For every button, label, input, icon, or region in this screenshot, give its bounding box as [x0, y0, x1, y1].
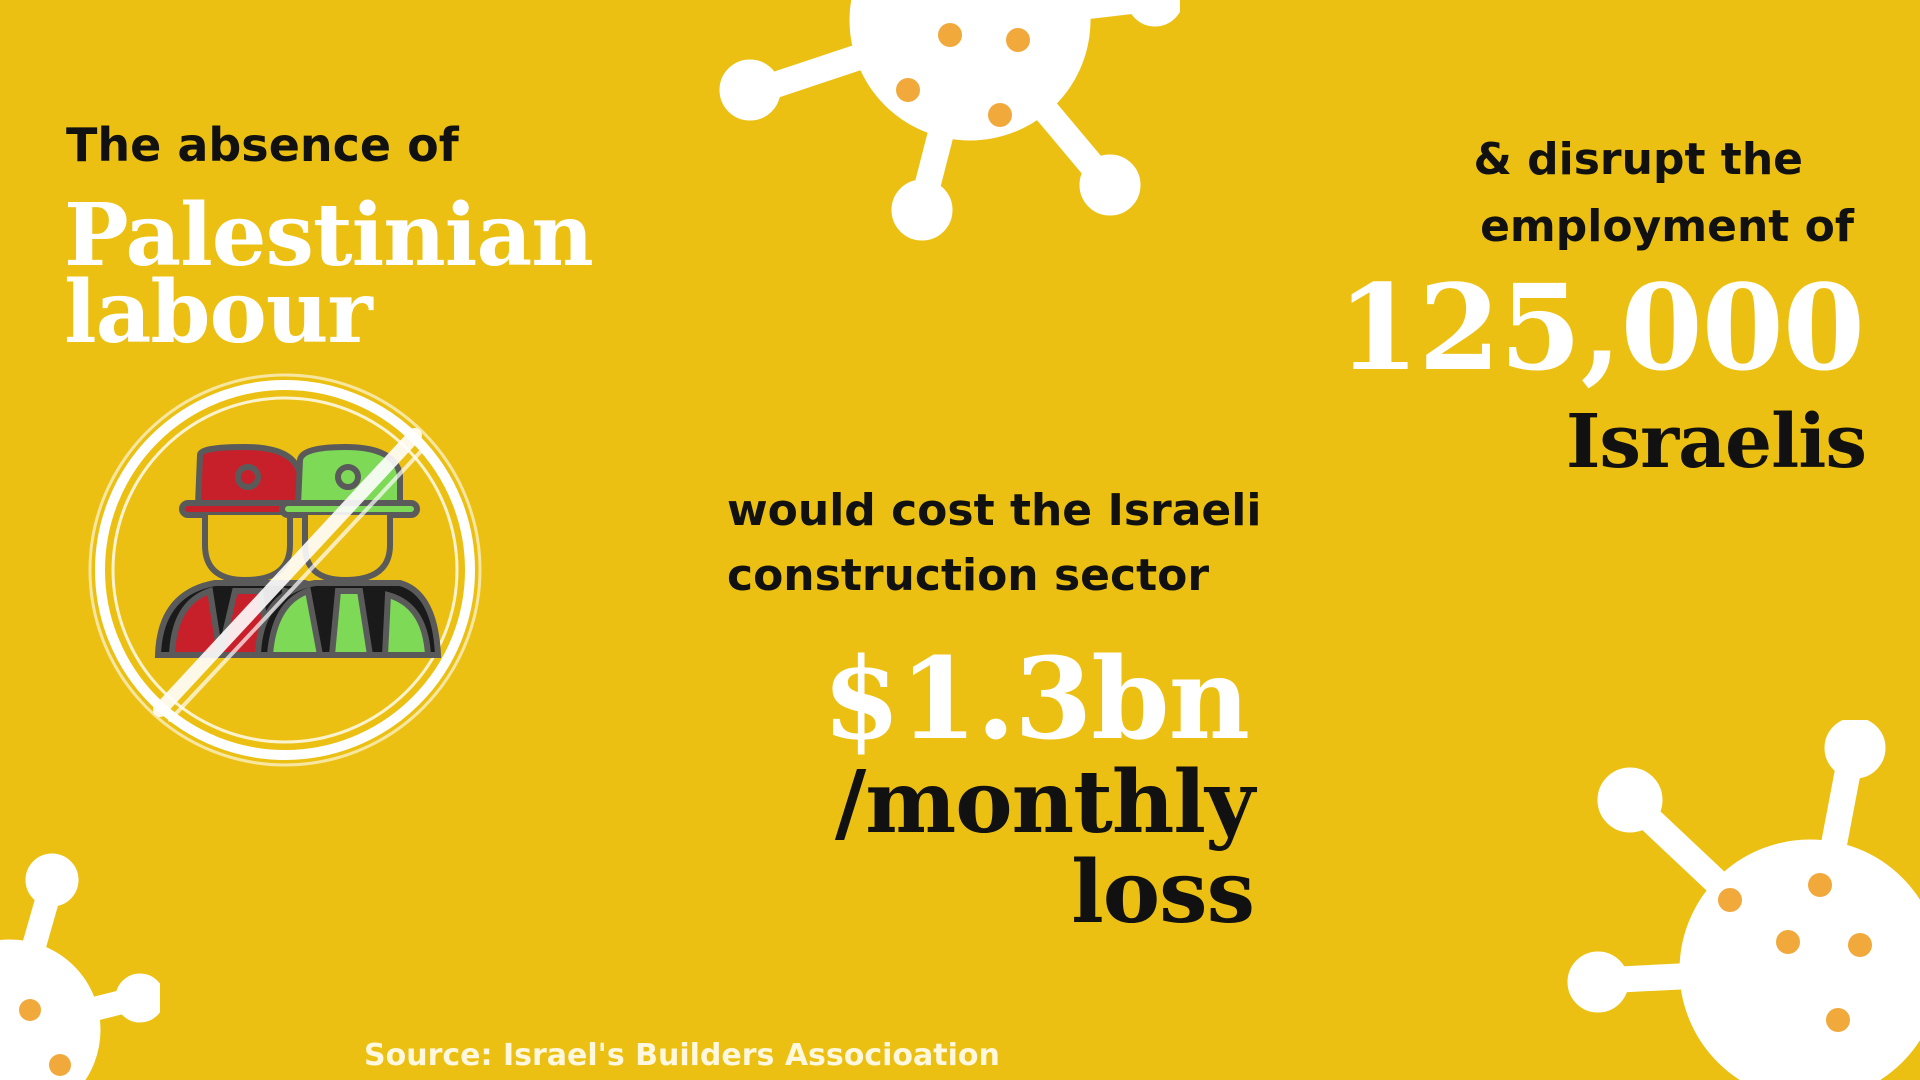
cost-amount: $1.3bn: [822, 634, 1250, 765]
virus-icon-top: [719, 0, 1180, 241]
source-note: Source: Israel's Builders Associoation: [364, 1038, 1000, 1073]
disrupt-text-line1: & disrupt the: [1473, 134, 1803, 185]
israelis-label: Israelis: [1565, 399, 1867, 485]
cost-text-line1: would cost the Israeli: [727, 485, 1262, 536]
employment-number: 125,000: [1337, 258, 1865, 397]
intro-lead-text: The absence of: [66, 118, 459, 172]
labour-heading: labour: [64, 262, 373, 363]
disrupt-text-line2: employment of: [1480, 201, 1854, 252]
loss-label: loss: [1071, 842, 1255, 943]
cost-text-line2: construction sector: [727, 550, 1210, 601]
virus-icon-bottom-right: [1567, 720, 1920, 1080]
palestinian-heading: Palestinian: [64, 185, 594, 286]
no-workers-icon: [88, 373, 482, 767]
virus-icon-bottom-left: [0, 853, 160, 1080]
worker-right: [254, 443, 442, 658]
monthly-label: /monthly: [834, 752, 1255, 853]
